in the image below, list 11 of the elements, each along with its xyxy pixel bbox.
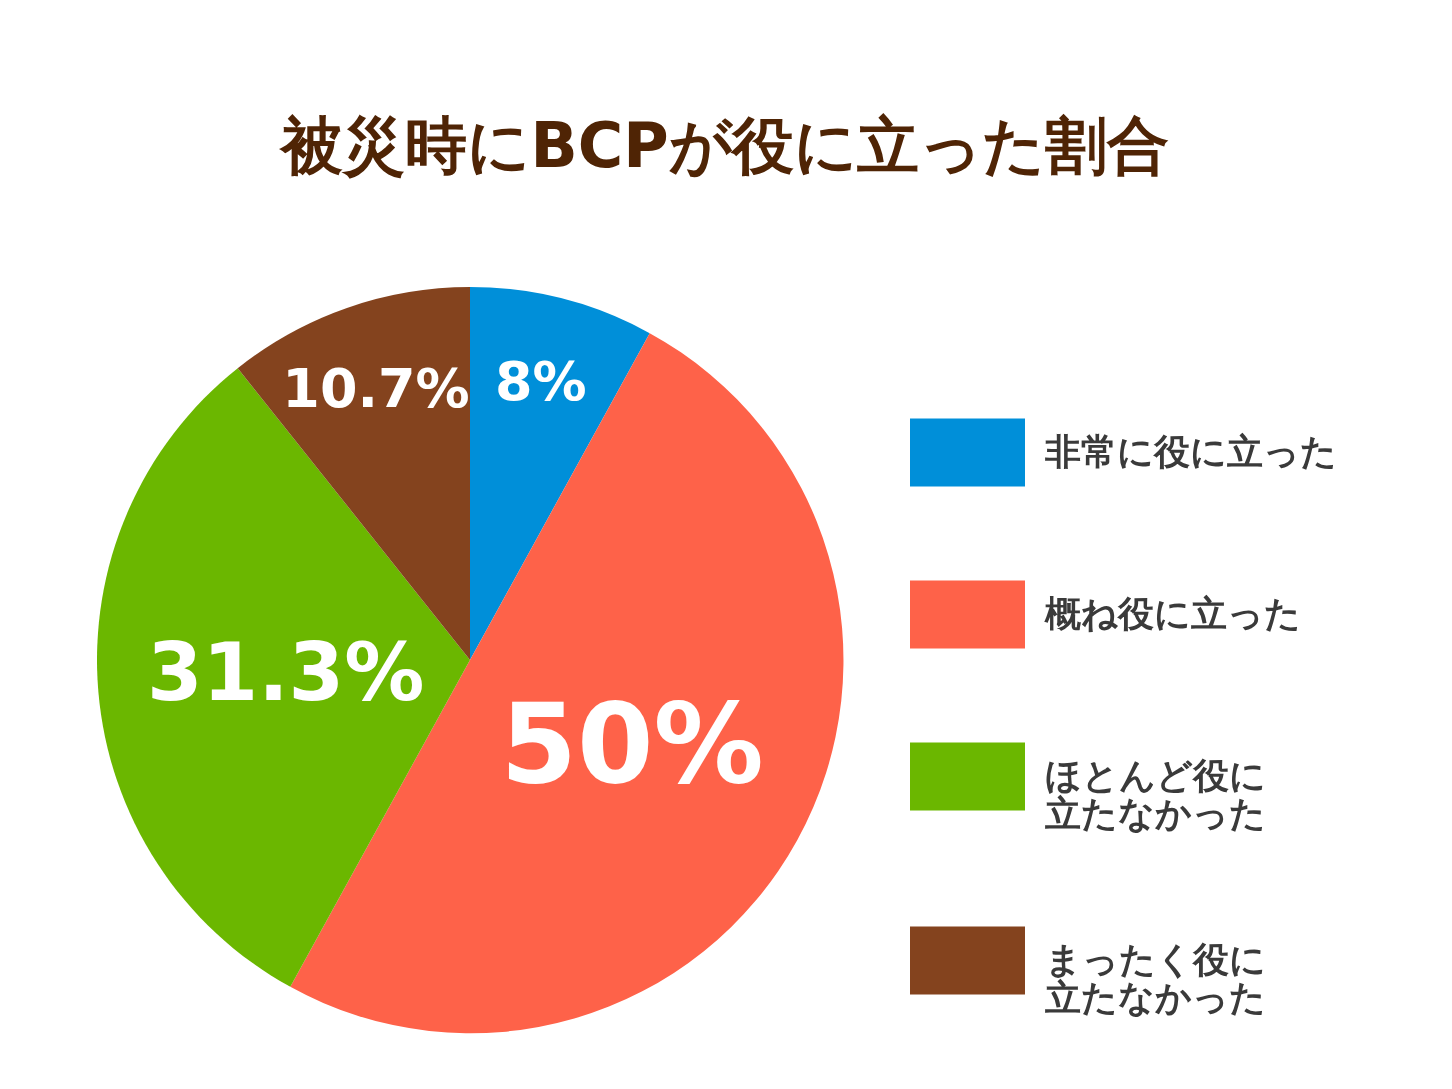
data-label: 8% xyxy=(495,349,587,413)
data-label: 50% xyxy=(500,680,764,809)
legend-label: まったく役に立たなかった xyxy=(1045,938,1266,1018)
data-label: 10.7% xyxy=(282,356,470,420)
legend-label: 非常に役に立った xyxy=(1044,430,1337,472)
legend-label: 概ね役に立った xyxy=(1044,592,1301,634)
pie-slice xyxy=(470,287,650,660)
data-label: 31.3% xyxy=(146,625,425,719)
chart-title: 被災時にBCPが役に立った割合 xyxy=(278,109,1169,182)
legend-label: ほとんど役に立たなかった xyxy=(1045,754,1266,834)
pie-slice xyxy=(97,368,470,987)
